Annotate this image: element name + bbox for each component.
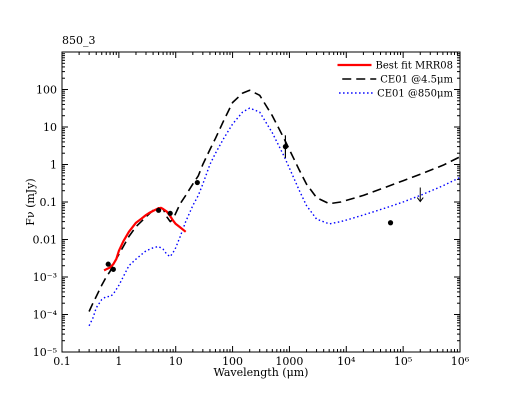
y-tick-label: 100 — [36, 84, 57, 97]
y-tick-label: 10⁻³ — [33, 271, 57, 284]
data-point — [167, 210, 173, 216]
y-tick-label: 0.01 — [33, 234, 58, 247]
data-points — [105, 135, 424, 272]
series-ce01-4p5-line — [88, 89, 461, 312]
legend-ce01-4p5-label: CE01 @4.5μm — [380, 75, 453, 86]
series-layer — [88, 89, 461, 327]
x-tick-label: 1 — [115, 355, 122, 368]
series-best-fit-line — [103, 206, 187, 272]
series-ce01-850-line — [88, 107, 461, 327]
y-tick-label: 10⁻⁴ — [33, 309, 58, 322]
x-axis: 0.1 1 10 100 1000 10⁴ 10⁵ 10⁶ — [53, 52, 470, 368]
x-tick-label: 10⁶ — [451, 355, 470, 368]
y-tick-label: 0.1 — [40, 196, 58, 209]
legend-best-fit-label: Best fit MRR08 — [376, 61, 454, 72]
y-tick-label: 10⁻⁵ — [33, 346, 57, 359]
x-tick-label: 0.1 — [53, 355, 71, 368]
data-point — [105, 261, 111, 267]
upper-limit-arrowhead — [416, 197, 424, 203]
x-axis-label: Wavelength (μm) — [214, 366, 309, 379]
legend-ce01-850-label: CE01 @850μm — [377, 89, 453, 100]
y-axis-label: Fν (mJy) — [24, 178, 37, 225]
y-tick-label: 1 — [50, 159, 57, 172]
x-tick-label: 100 — [222, 355, 243, 368]
x-tick-label: 1000 — [275, 355, 303, 368]
data-point — [110, 266, 116, 272]
x-tick-label: 10 — [169, 355, 183, 368]
chart-title: 850_3 — [62, 34, 96, 47]
data-point — [194, 179, 200, 186]
data-point — [387, 220, 394, 226]
data-point — [282, 144, 289, 150]
x-tick-label: 10⁵ — [394, 355, 412, 368]
y-axis: 10⁻⁵ 10⁻⁴ 10⁻³ 0.01 0.1 1 10 100 — [33, 53, 460, 359]
legend: Best fit MRR08 CE01 @4.5μm CE01 @850μm — [337, 61, 454, 100]
data-point — [155, 207, 162, 213]
y-tick-label: 10 — [43, 121, 57, 134]
x-tick-label: 10⁴ — [337, 355, 356, 368]
